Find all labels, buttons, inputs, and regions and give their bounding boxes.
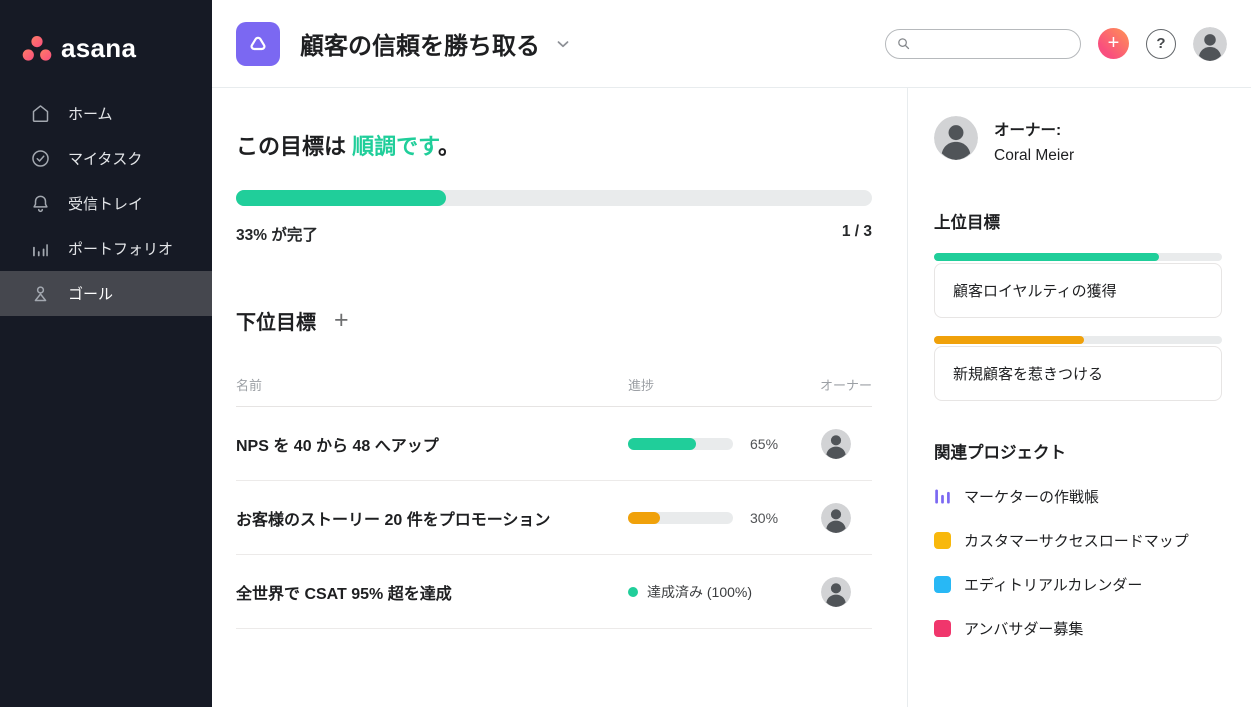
project-item[interactable]: アンバサダー募集 <box>934 618 1222 639</box>
subgoal-progress-pct: 30% <box>750 509 779 526</box>
user-avatar[interactable] <box>1193 26 1227 61</box>
column-header-progress: 進捗 <box>628 378 655 393</box>
subgoal-progress-bar <box>628 511 733 524</box>
topbar-actions: + ? <box>885 26 1227 61</box>
asana-logo[interactable]: asana <box>0 0 212 66</box>
fraction-label: 1 / 3 <box>841 223 872 240</box>
sidebar-item-home[interactable]: ホーム <box>0 91 212 136</box>
parent-goal-card[interactable]: 新規顧客を惹きつける <box>934 336 1222 401</box>
subgoals-header: 下位目標 + <box>236 306 872 335</box>
sidebar-item-label: ゴール <box>68 286 114 303</box>
column-chart-icon <box>934 488 951 505</box>
subgoal-progress-bar <box>628 437 733 450</box>
parent-goals-section: 上位目標 顧客ロイヤルティの獲得 <box>934 209 1222 401</box>
completion-label: 33% が完了 <box>236 227 318 244</box>
status-label: 達成済み (100%) <box>647 583 753 600</box>
goal-detail: この目標は 順調です。 33% が完了 1 / 3 下位目標 + 名前 進捗 オ… <box>212 88 908 707</box>
owner-name: Coral Meier <box>994 147 1075 164</box>
main-area: 顧客の信頼を勝ち取る + ? <box>212 0 1251 707</box>
subgoal-progress: 30% <box>628 510 800 526</box>
subgoals-table-header: 名前 進捗 オーナー <box>236 375 872 407</box>
subgoal-progress: 達成済み (100%) <box>628 582 800 602</box>
owner-avatar[interactable] <box>821 502 851 533</box>
subgoal-name: お客様のストーリー 20 件をプロモーション <box>236 511 551 529</box>
column-header-owner: オーナー <box>819 378 872 393</box>
subgoal-progress-pct: 65% <box>750 435 779 452</box>
subgoal-row[interactable]: お客様のストーリー 20 件をプロモーション 30% <box>236 481 872 555</box>
owner-block: オーナー: Coral Meier <box>934 116 1222 165</box>
topbar: 顧客の信頼を勝ち取る + ? <box>212 0 1251 88</box>
person-icon <box>30 283 51 304</box>
subgoal-name: NPS を 40 から 48 へアップ <box>236 437 439 455</box>
check-circle-icon <box>30 148 51 169</box>
project-item[interactable]: カスタマーサクセスロードマップ <box>934 530 1222 551</box>
owner-avatar[interactable] <box>821 428 851 459</box>
sidebar-item-label: 受信トレイ <box>68 196 144 213</box>
progress-meta: 33% が完了 1 / 3 <box>236 223 872 245</box>
square-icon <box>934 576 951 593</box>
create-button[interactable]: + <box>1098 28 1129 59</box>
status-word: 順調です <box>352 134 438 159</box>
parent-goal-bar <box>934 253 1222 261</box>
sidebar-item-my-tasks[interactable]: マイタスク <box>0 136 212 181</box>
project-name: エディトリアルカレンダー <box>964 577 1143 594</box>
project-name: カスタマーサクセスロードマップ <box>964 533 1189 550</box>
search-icon <box>898 38 910 50</box>
subgoal-progress: 65% <box>628 436 800 452</box>
subgoals-heading: 下位目標 <box>236 312 316 334</box>
goal-owner-avatar[interactable] <box>934 116 978 160</box>
sidebar-item-goals[interactable]: ゴール <box>0 271 212 316</box>
sidebar-item-label: ポートフォリオ <box>68 241 174 258</box>
details-panel: オーナー: Coral Meier 上位目標 顧客ロイヤルティの獲得 <box>908 88 1251 707</box>
parent-goal-bar <box>934 336 1222 344</box>
project-name: アンバサダー募集 <box>964 621 1084 638</box>
content: この目標は 順調です。 33% が完了 1 / 3 下位目標 + 名前 進捗 オ… <box>212 88 1251 707</box>
project-item[interactable]: エディトリアルカレンダー <box>934 574 1222 595</box>
sidebar-item-label: マイタスク <box>68 151 143 168</box>
subgoal-name: 全世界で CSAT 95% 超を達成 <box>236 585 452 603</box>
search-bar[interactable] <box>885 28 1081 59</box>
parent-goals-heading: 上位目標 <box>934 214 1000 232</box>
parent-goal-name: 新規顧客を惹きつける <box>934 346 1222 401</box>
square-icon <box>934 532 951 549</box>
asana-logo-text: asana <box>61 33 137 63</box>
plus-icon: + <box>1107 31 1120 54</box>
sidebar: asana ホーム マイタスク 受信トレイ ポートフォリオ ゴール <box>0 0 212 707</box>
sidebar-item-inbox[interactable]: 受信トレイ <box>0 181 212 226</box>
add-subgoal-button[interactable]: + <box>334 306 349 334</box>
goal-badge-icon <box>236 21 280 66</box>
parent-goal-card[interactable]: 顧客ロイヤルティの獲得 <box>934 253 1222 318</box>
square-icon <box>934 620 951 637</box>
bar-chart-icon <box>30 238 51 259</box>
chevron-down-icon[interactable] <box>554 35 572 53</box>
help-button[interactable]: ? <box>1146 28 1176 59</box>
project-item[interactable]: マーケターの作戦帳 <box>934 486 1222 507</box>
related-projects-heading: 関連プロジェクト <box>934 444 1066 462</box>
question-icon: ? <box>1156 35 1166 52</box>
owner-avatar[interactable] <box>821 576 851 607</box>
asana-logo-icon <box>22 36 52 61</box>
owner-label: オーナー: <box>994 122 1062 139</box>
search-input[interactable] <box>918 36 1070 51</box>
status-dot <box>628 586 638 597</box>
project-name: マーケターの作戦帳 <box>964 489 1100 506</box>
sidebar-nav: ホーム マイタスク 受信トレイ ポートフォリオ ゴール <box>0 91 212 316</box>
sidebar-item-portfolio[interactable]: ポートフォリオ <box>0 226 212 271</box>
sidebar-item-label: ホーム <box>68 106 113 123</box>
subgoal-row[interactable]: 全世界で CSAT 95% 超を達成 達成済み (100%) <box>236 555 872 629</box>
related-projects-section: 関連プロジェクト マーケターの作戦帳 カスタマーサクセスロードマップ エ <box>934 439 1222 639</box>
goal-progress-bar <box>236 190 872 206</box>
column-header-name: 名前 <box>236 378 263 393</box>
status-heading: この目標は 順調です。 <box>236 134 460 159</box>
home-icon <box>30 103 51 124</box>
page-title: 顧客の信頼を勝ち取る <box>300 33 540 60</box>
bell-icon <box>30 193 51 214</box>
subgoals-table: NPS を 40 から 48 へアップ 65% <box>236 407 872 629</box>
subgoal-row[interactable]: NPS を 40 から 48 へアップ 65% <box>236 407 872 481</box>
parent-goal-name: 顧客ロイヤルティの獲得 <box>934 263 1222 318</box>
goal-progress-fill <box>236 190 446 206</box>
